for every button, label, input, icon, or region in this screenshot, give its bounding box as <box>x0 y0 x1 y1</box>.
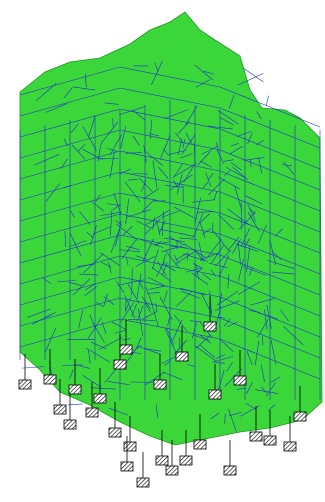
support-symbol <box>166 466 178 475</box>
support-symbol <box>284 442 296 451</box>
support-symbol <box>64 420 76 429</box>
support-symbol <box>180 456 192 465</box>
support-symbol <box>120 345 132 354</box>
support-symbol <box>224 466 236 475</box>
support-symbol <box>264 436 276 445</box>
page: {} (() => { const data = JSON.parse(docu… <box>0 0 325 502</box>
support-symbol <box>109 428 121 437</box>
support-symbol <box>234 376 246 385</box>
support-symbol <box>176 352 188 361</box>
support-symbol <box>86 408 98 417</box>
support-symbol <box>114 360 126 369</box>
support-symbol <box>137 478 149 487</box>
support-symbol <box>250 432 262 441</box>
support-symbol <box>44 375 56 384</box>
support-symbol <box>156 456 168 465</box>
support-symbol <box>121 462 133 471</box>
support-symbol <box>54 405 66 414</box>
support-symbol <box>204 322 216 331</box>
support-symbol <box>209 390 221 399</box>
support-symbol <box>194 440 206 449</box>
support-symbol <box>154 380 166 389</box>
support-symbol <box>94 394 106 403</box>
support-symbol <box>19 380 31 389</box>
support-symbol <box>124 442 136 451</box>
support-symbol <box>294 412 306 421</box>
structure-view <box>0 0 325 502</box>
support-symbol <box>69 385 81 394</box>
